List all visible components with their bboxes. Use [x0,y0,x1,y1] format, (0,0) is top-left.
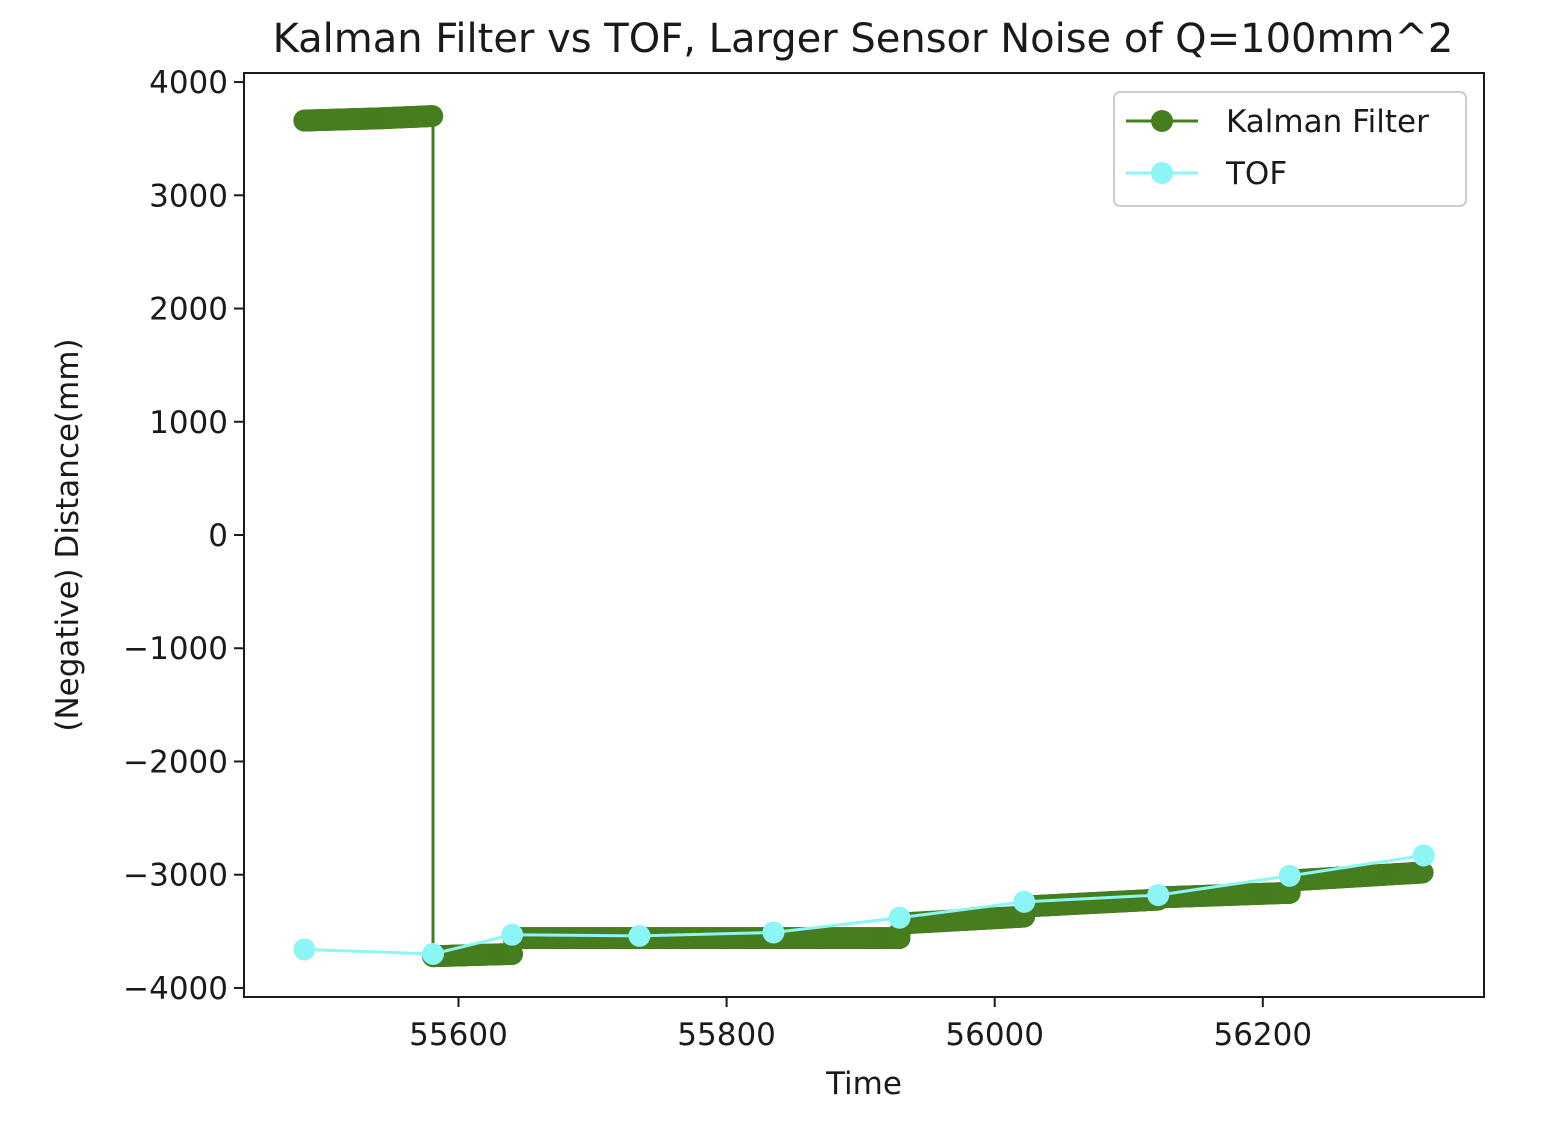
y-tick-label: 3000 [149,178,228,214]
y-tick-label: −4000 [123,971,228,1007]
y-tick-label: 1000 [149,405,228,441]
tof-point [628,924,651,947]
legend-item-tof: TOF [1126,156,1287,192]
tof-line [304,853,1424,956]
chart-title: Kalman Filter vs TOF, Larger Sensor Nois… [273,16,1454,62]
tof-point [293,938,316,961]
plot-frame [243,72,1485,998]
tof-point [888,906,911,929]
series-kalman-filter [293,105,1434,968]
tof-point [1147,884,1170,907]
plot-area [293,105,1435,968]
legend-label-tof: TOF [1225,156,1287,192]
y-tick-label: 2000 [149,292,228,328]
tof-point [1412,844,1435,867]
x-tick-label: 56200 [1213,1017,1312,1053]
legend-label-kalman-filter: Kalman Filter [1226,104,1429,140]
legend-item-kalman-filter: Kalman Filter [1126,104,1429,140]
y-axis-label: (Negative) Distance(mm) [50,338,86,731]
kalman-filter-point [421,105,444,128]
legend: Kalman Filter TOF [1113,91,1467,207]
x-axis-label: Time [825,1066,902,1102]
tof-point [1013,890,1036,913]
x-tick-label: 55800 [677,1017,776,1053]
tof-point [422,942,445,965]
y-tick-label: −2000 [123,744,228,780]
x-tick-label: 56000 [945,1017,1044,1053]
kalman-filter-point [1411,861,1434,884]
tof-point [762,921,785,944]
tof-point [1278,864,1301,887]
y-tick-label: 4000 [149,65,228,101]
tof-point [501,923,524,946]
y-tick-label: 0 [208,518,228,554]
legend-box [1113,91,1467,207]
series-tof [293,844,1435,965]
y-tick-label: −1000 [123,631,228,667]
axes: 55600 55800 56000 56200 4000 3000 2000 1000 0 −10… [123,65,1312,1053]
x-tick-label: 55600 [409,1017,508,1053]
y-tick-label: −3000 [123,858,228,894]
